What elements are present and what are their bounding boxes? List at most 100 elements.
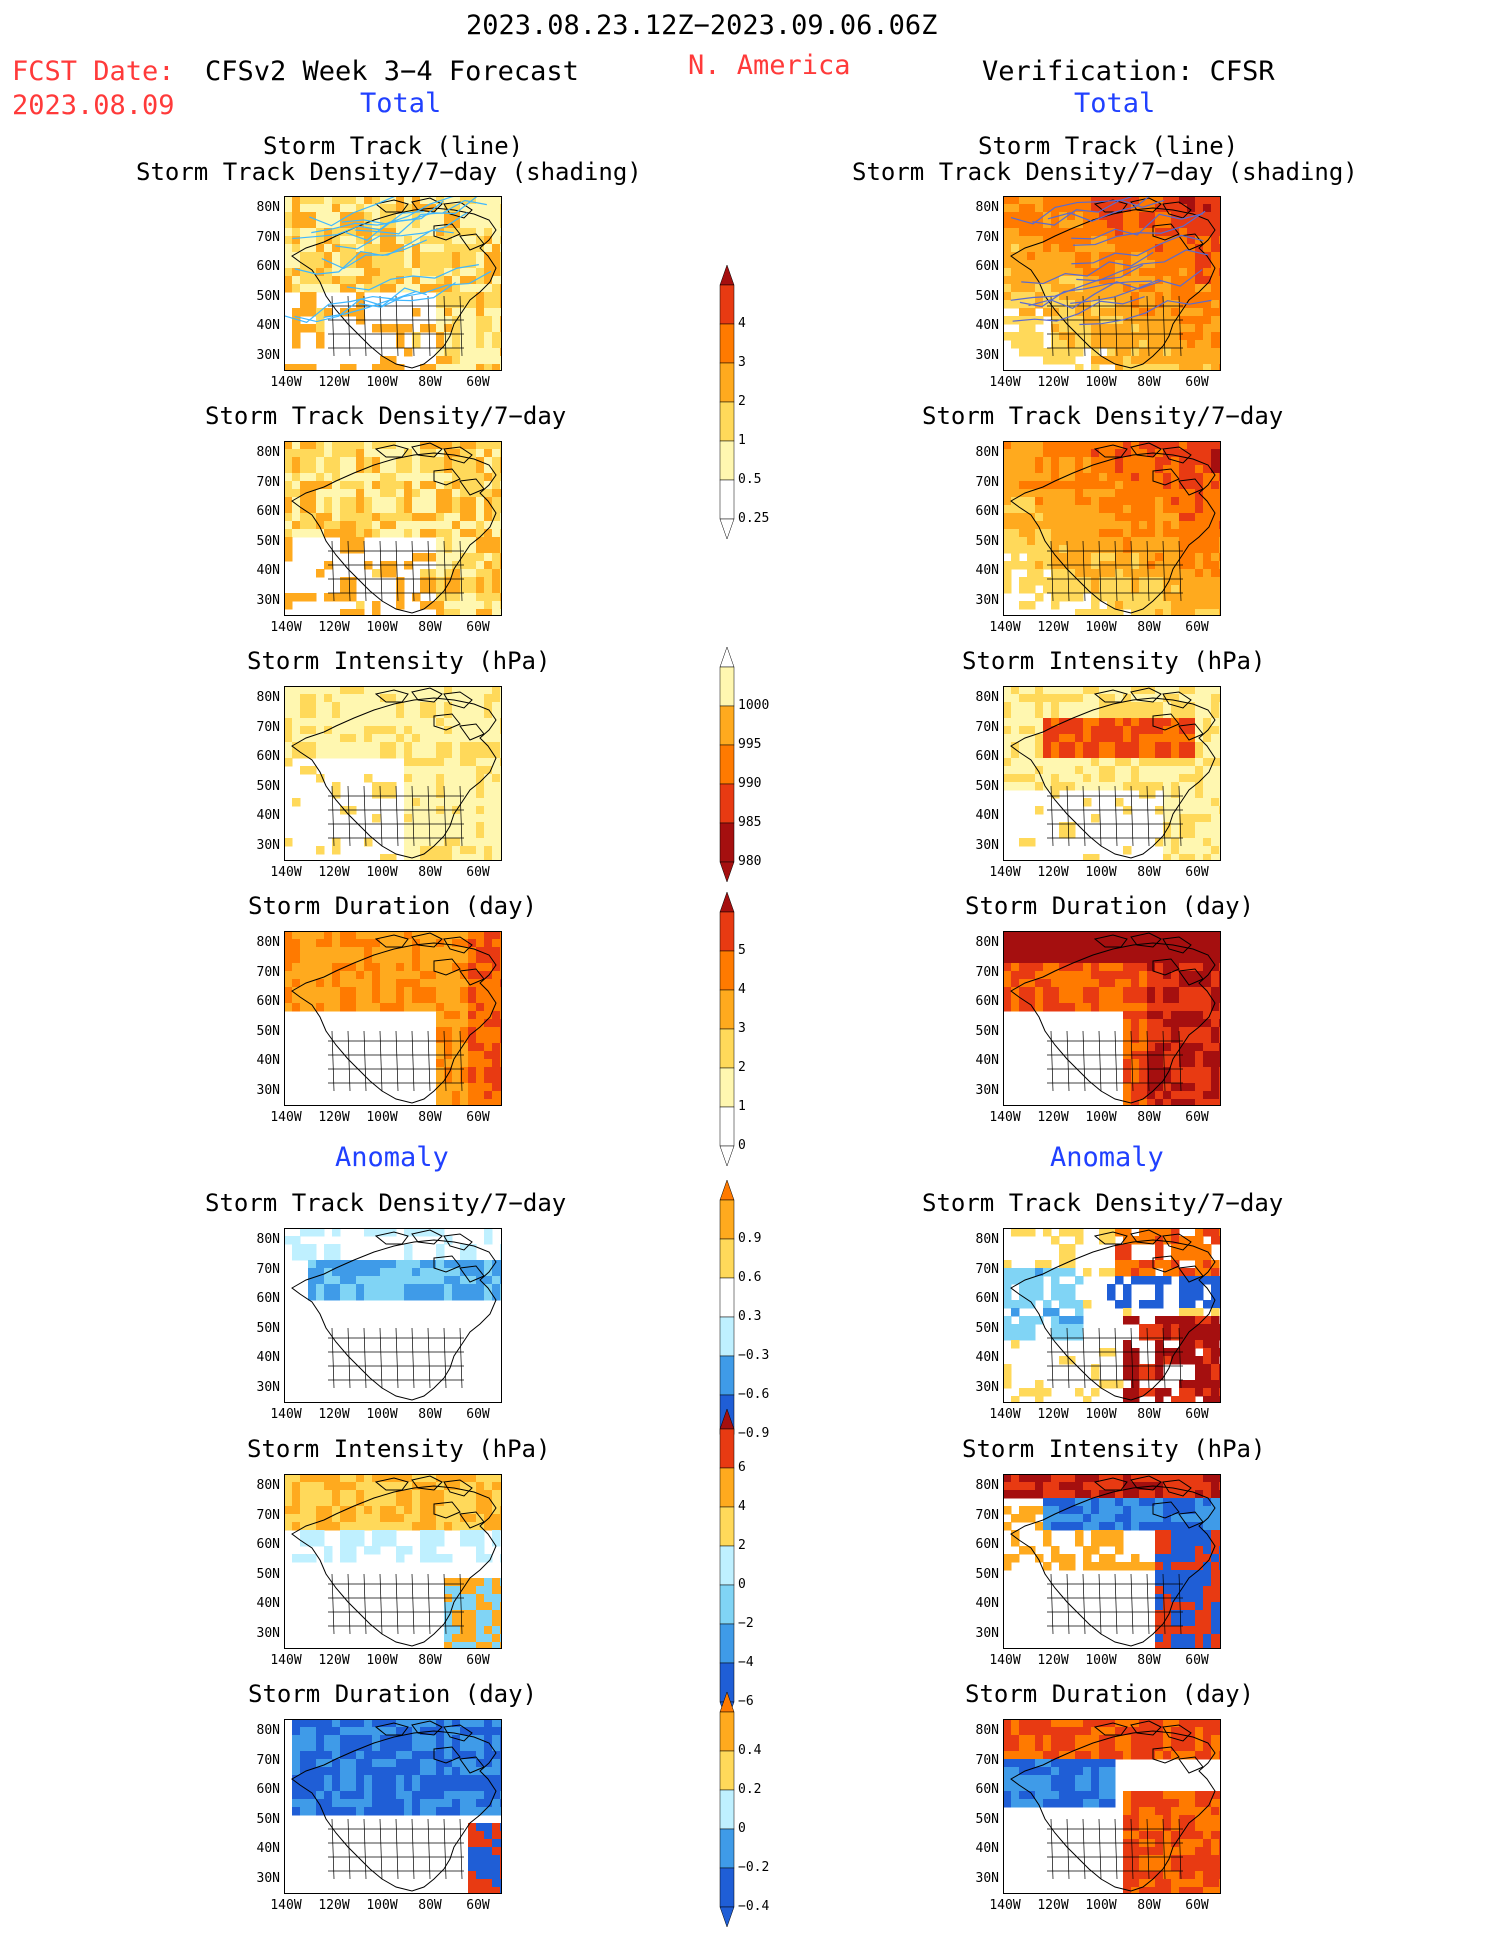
- shade-cell: [1059, 702, 1068, 711]
- shade-cell: [356, 196, 365, 205]
- shade-cell: [1059, 521, 1068, 530]
- shade-cell: [436, 1244, 445, 1253]
- shade-cell: [484, 529, 493, 538]
- shade-cell: [388, 790, 397, 799]
- state-border: [412, 1031, 414, 1091]
- shade-cell: [380, 955, 389, 964]
- title-right-1b: Storm Track Density/7−day (shading): [852, 158, 1358, 186]
- shade-cell: [284, 1236, 293, 1245]
- shade-cell: [1027, 1268, 1036, 1277]
- shade-cell: [436, 822, 445, 831]
- shade-cell: [1179, 1292, 1188, 1301]
- lat-tick-label: 50N: [965, 779, 999, 794]
- shade-cell: [292, 196, 301, 205]
- shade-cell: [1043, 987, 1052, 996]
- shade-cell: [372, 1522, 381, 1531]
- shade-cell: [1107, 593, 1116, 602]
- shade-cell: [316, 473, 325, 482]
- shade-cell: [1171, 710, 1180, 719]
- shade-cell: [1011, 939, 1020, 948]
- shade-cell: [1179, 1019, 1188, 1028]
- shade-cell: [1139, 1003, 1148, 1012]
- shade-cell: [1155, 1003, 1164, 1012]
- shade-cell: [404, 955, 413, 964]
- shade-cell: [1027, 742, 1036, 751]
- shade-cell: [1139, 979, 1148, 988]
- shade-cell: [1107, 545, 1116, 554]
- shade-cell: [476, 308, 485, 317]
- shade-cell: [1195, 324, 1204, 333]
- state-border: [412, 1328, 414, 1388]
- shade-cell: [1019, 766, 1028, 775]
- shade-cell: [428, 1292, 437, 1301]
- shade-cell: [468, 1043, 477, 1052]
- shade-cell: [1075, 1228, 1084, 1237]
- shade-cell: [316, 955, 325, 964]
- shade-cell: [452, 1035, 461, 1044]
- shade-cell: [1051, 521, 1060, 530]
- shade-cell: [452, 1522, 461, 1531]
- shade-cell: [1019, 324, 1028, 333]
- shade-cell: [1059, 260, 1068, 269]
- shade-cell: [1195, 465, 1204, 474]
- shade-cell: [300, 1490, 309, 1499]
- shade-cell: [1075, 718, 1084, 727]
- shade-cell: [1139, 987, 1148, 996]
- shade-cell: [1099, 758, 1108, 767]
- shade-cell: [1011, 931, 1020, 940]
- shade-cell: [388, 718, 397, 727]
- shade-cell: [1131, 593, 1140, 602]
- shade-cell: [308, 441, 317, 450]
- shade-cell: [372, 995, 381, 1004]
- shade-cell: [1083, 1300, 1092, 1309]
- shade-cell: [1107, 260, 1116, 269]
- shade-cell: [1203, 798, 1212, 807]
- shade-cell: [1195, 348, 1204, 357]
- shade-cell: [492, 742, 501, 751]
- shade-cell: [452, 521, 461, 530]
- shade-cell: [1179, 774, 1188, 783]
- anomaly-label-left: Anomaly: [335, 1142, 449, 1173]
- shade-cell: [356, 513, 365, 522]
- shade-cell: [444, 260, 453, 269]
- shade-cell: [292, 236, 301, 245]
- shade-cell: [316, 694, 325, 703]
- shade-cell: [1171, 340, 1180, 349]
- shade-cell: [1059, 822, 1068, 831]
- shade-cell: [1211, 276, 1220, 285]
- shade-cell: [300, 324, 309, 333]
- shade-cell: [1011, 1308, 1020, 1317]
- shade-cell: [1019, 718, 1028, 727]
- shade-cell: [412, 750, 421, 759]
- shade-cell: [1163, 1083, 1172, 1092]
- shade-cell: [372, 1514, 381, 1523]
- state-border: [380, 1328, 382, 1388]
- shade-cell: [348, 609, 357, 616]
- shade-cell: [1067, 931, 1076, 940]
- shade-cell: [1043, 268, 1052, 277]
- shade-cell: [1099, 955, 1108, 964]
- shade-cell: [372, 782, 381, 791]
- shade-cell: [1083, 798, 1092, 807]
- shade-cell: [292, 244, 301, 253]
- shade-cell: [428, 244, 437, 253]
- shade-cell: [412, 276, 421, 285]
- shade-cell: [1051, 228, 1060, 237]
- shade-cell: [492, 300, 501, 309]
- shade-cell: [1139, 465, 1148, 474]
- shade-cell: [1043, 1260, 1052, 1269]
- shade-cell: [1131, 1388, 1140, 1397]
- shade-cell: [1123, 734, 1132, 743]
- shade-cell: [292, 1474, 301, 1483]
- shade-cell: [1091, 244, 1100, 253]
- shade-cell: [332, 204, 341, 213]
- shade-cell: [492, 1284, 501, 1293]
- shade-cell: [404, 1506, 413, 1515]
- shade-cell: [308, 1260, 317, 1269]
- shade-cell: [1091, 537, 1100, 546]
- shade-cell: [1147, 553, 1156, 562]
- shade-cell: [1115, 1260, 1124, 1269]
- shade-cell: [1027, 196, 1036, 205]
- shade-cell: [1083, 971, 1092, 980]
- shade-cell: [1163, 750, 1172, 759]
